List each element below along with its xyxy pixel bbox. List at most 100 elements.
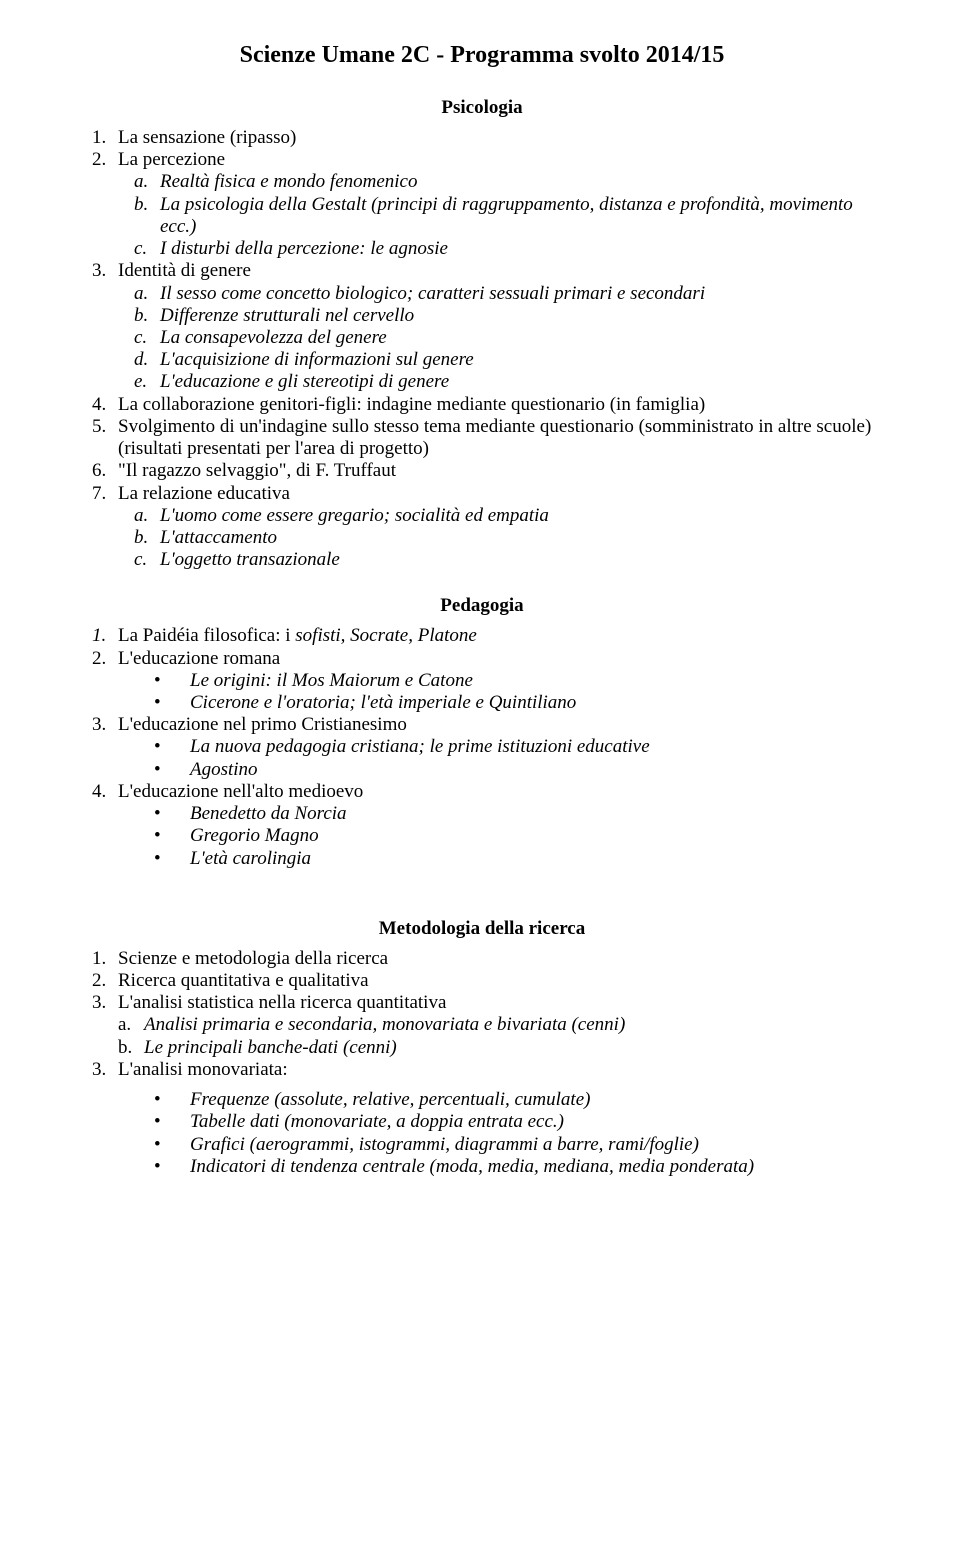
list-text: L'attaccamento (160, 527, 872, 549)
metodologia-list: 1.Scienze e metodologia della ricerca 2.… (92, 948, 872, 1178)
list-text: Agostino (190, 759, 872, 781)
list-subitem: c.La consapevolezza del genere (92, 327, 872, 349)
bullet-icon: • (154, 1134, 190, 1156)
section-heading-metodologia: Metodologia della ricerca (92, 918, 872, 940)
section-heading-psicologia: Psicologia (92, 97, 872, 119)
list-subitem: b.Le principali banche-dati (cenni) (92, 1037, 872, 1059)
list-bullet: •Frequenze (assolute, relative, percentu… (92, 1089, 872, 1111)
list-item: 2.La percezione (92, 149, 872, 171)
list-subitem: a.L'uomo come essere gregario; socialità… (92, 505, 872, 527)
list-marker: c. (134, 549, 160, 571)
bullet-icon: • (154, 848, 190, 870)
list-text: La nuova pedagogia cristiana; le prime i… (190, 736, 872, 758)
list-item: 1. La Paidéia filosofica: i sofisti, Soc… (92, 625, 872, 647)
list-text: La relazione educativa (118, 483, 872, 505)
list-text: La psicologia della Gestalt (principi di… (160, 194, 872, 238)
list-marker: a. (134, 505, 160, 527)
list-text: Scienze e metodologia della ricerca (118, 948, 872, 970)
list-subitem: c.L'oggetto transazionale (92, 549, 872, 571)
list-item: 3.L'educazione nel primo Cristianesimo (92, 714, 872, 736)
list-marker: a. (118, 1014, 144, 1036)
list-marker: 1. (92, 127, 118, 149)
list-text: Identità di genere (118, 260, 872, 282)
list-text: L'educazione nell'alto medioevo (118, 781, 872, 803)
list-marker: b. (118, 1037, 144, 1059)
list-marker: a. (134, 283, 160, 305)
list-marker: 3. (92, 1059, 118, 1081)
list-item: 1.La sensazione (ripasso) (92, 127, 872, 149)
list-marker: e. (134, 371, 160, 393)
list-marker: b. (134, 194, 160, 238)
list-text: L'educazione romana (118, 648, 872, 670)
list-bullet: •Le origini: il Mos Maiorum e Catone (92, 670, 872, 692)
list-marker: b. (134, 527, 160, 549)
list-text: La consapevolezza del genere (160, 327, 872, 349)
list-item: 4.L'educazione nell'alto medioevo (92, 781, 872, 803)
list-subitem: b.Differenze strutturali nel cervello (92, 305, 872, 327)
list-subitem: b.L'attaccamento (92, 527, 872, 549)
list-text: Frequenze (assolute, relative, percentua… (190, 1089, 872, 1111)
list-marker: 3. (92, 714, 118, 736)
list-marker: 1. (92, 948, 118, 970)
list-marker: 1. (92, 625, 118, 647)
bullet-icon: • (154, 1111, 190, 1133)
list-marker: c. (134, 238, 160, 260)
text-plain: La Paidéia filosofica: i (118, 625, 295, 646)
list-marker: 2. (92, 648, 118, 670)
list-subitem: a.Realtà fisica e mondo fenomenico (92, 171, 872, 193)
list-text: Gregorio Magno (190, 825, 872, 847)
list-marker: d. (134, 349, 160, 371)
pedagogia-list: 1. La Paidéia filosofica: i sofisti, Soc… (92, 625, 872, 869)
list-subitem: b.La psicologia della Gestalt (principi … (92, 194, 872, 238)
list-text: Le principali banche-dati (cenni) (144, 1037, 872, 1059)
list-text: Analisi primaria e secondaria, monovaria… (144, 1014, 872, 1036)
list-item: 1.Scienze e metodologia della ricerca (92, 948, 872, 970)
list-text: L'età carolingia (190, 848, 872, 870)
document-page: Scienze Umane 2C - Programma svolto 2014… (0, 0, 960, 1546)
bullet-icon: • (154, 759, 190, 781)
list-marker: 4. (92, 394, 118, 416)
list-marker: 2. (92, 149, 118, 171)
list-bullet: •Agostino (92, 759, 872, 781)
list-text: Le origini: il Mos Maiorum e Catone (190, 670, 872, 692)
list-text: L'educazione e gli stereotipi di genere (160, 371, 872, 393)
list-bullet: •Gregorio Magno (92, 825, 872, 847)
bullet-icon: • (154, 1156, 190, 1178)
list-text: Realtà fisica e mondo fenomenico (160, 171, 872, 193)
list-marker: 6. (92, 460, 118, 482)
list-bullet: •Grafici (aerogrammi, istogrammi, diagra… (92, 1134, 872, 1156)
list-item: 2.Ricerca quantitativa e qualitativa (92, 970, 872, 992)
list-bullet: •Tabelle dati (monovariate, a doppia ent… (92, 1111, 872, 1133)
list-marker: 4. (92, 781, 118, 803)
list-marker: 7. (92, 483, 118, 505)
psicologia-list: 1.La sensazione (ripasso) 2.La percezion… (92, 127, 872, 571)
list-subitem: e.L'educazione e gli stereotipi di gener… (92, 371, 872, 393)
list-bullet: •La nuova pedagogia cristiana; le prime … (92, 736, 872, 758)
list-marker: a. (134, 171, 160, 193)
list-text: Il sesso come concetto biologico; caratt… (160, 283, 872, 305)
list-bullet: •Indicatori di tendenza centrale (moda, … (92, 1156, 872, 1178)
document-title: Scienze Umane 2C - Programma svolto 2014… (92, 42, 872, 69)
list-subitem: d.L'acquisizione di informazioni sul gen… (92, 349, 872, 371)
list-text: I disturbi della percezione: le agnosie (160, 238, 872, 260)
list-item: 6."Il ragazzo selvaggio", di F. Truffaut (92, 460, 872, 482)
list-item: 4.La collaborazione genitori-figli: inda… (92, 394, 872, 416)
list-item: 3.Identità di genere (92, 260, 872, 282)
list-text: Benedetto da Norcia (190, 803, 872, 825)
list-text: La percezione (118, 149, 872, 171)
list-text: L'acquisizione di informazioni sul gener… (160, 349, 872, 371)
list-text: Indicatori di tendenza centrale (moda, m… (190, 1156, 872, 1178)
list-text: Svolgimento di un'indagine sullo stesso … (118, 416, 872, 460)
list-marker: 5. (92, 416, 118, 460)
list-text: L'oggetto transazionale (160, 549, 872, 571)
section-heading-pedagogia: Pedagogia (92, 595, 872, 617)
list-subitem: a.Analisi primaria e secondaria, monovar… (92, 1014, 872, 1036)
list-marker: c. (134, 327, 160, 349)
bullet-icon: • (154, 692, 190, 714)
list-text: Ricerca quantitativa e qualitativa (118, 970, 872, 992)
list-bullet: •Cicerone e l'oratoria; l'età imperiale … (92, 692, 872, 714)
list-text: L'uomo come essere gregario; socialità e… (160, 505, 872, 527)
list-subitem: a.Il sesso come concetto biologico; cara… (92, 283, 872, 305)
list-text: L'analisi statistica nella ricerca quant… (118, 992, 872, 1014)
bullet-icon: • (154, 1089, 190, 1111)
